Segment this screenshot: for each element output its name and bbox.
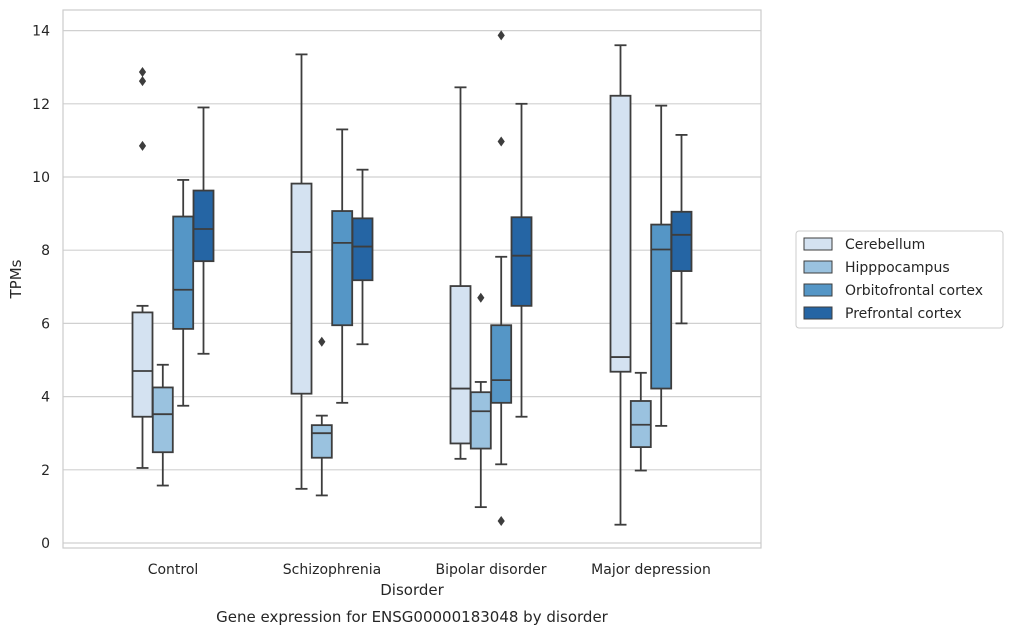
legend-label: Prefrontal cortex: [845, 306, 962, 322]
x-tick-labels: Control Schizophrenia Bipolar disorder Majo…: [148, 562, 711, 578]
x-axis-label: Disorder: [380, 581, 444, 599]
legend-label: Hipppocampus: [845, 260, 950, 276]
box-1-3: [351, 168, 374, 346]
iqr-box: [449, 285, 472, 445]
outlier-point: [138, 76, 147, 87]
legend-swatch: [803, 237, 833, 251]
y-tick-labels: 0 2 4 6 8 10 12 14: [32, 24, 50, 552]
plot-frame: [62, 9, 762, 549]
box-0-0: [131, 66, 154, 469]
iqr-box: [609, 94, 632, 373]
outlier-point: [477, 292, 485, 303]
y-tick-label: 14: [32, 24, 50, 40]
y-tick-label: 10: [32, 170, 50, 186]
x-tick-label: Control: [148, 562, 199, 578]
iqr-box: [490, 324, 513, 404]
x-tick-label: Schizophrenia: [283, 562, 381, 578]
iqr-box: [510, 216, 533, 307]
y-tick-label: 2: [41, 463, 50, 479]
iqr-box: [290, 182, 313, 395]
y-tick-label: 8: [41, 243, 50, 259]
y-tick-label: 6: [41, 316, 50, 332]
y-tick-label: 0: [41, 536, 50, 552]
legend-swatch: [803, 283, 833, 297]
box-3-0: [609, 44, 632, 526]
box-3-1: [629, 371, 652, 472]
box-2-0: [449, 86, 472, 460]
outlier-point: [497, 30, 505, 41]
box-2-2: [490, 30, 513, 527]
iqr-box: [310, 424, 333, 459]
legend-label: Orbitofrontal cortex: [845, 283, 983, 299]
iqr-box: [650, 223, 673, 390]
outlier-point: [138, 66, 147, 77]
box-0-1: [151, 363, 174, 487]
outlier-point: [497, 516, 505, 527]
iqr-box: [172, 215, 195, 330]
chart-caption: Gene expression for ENSG00000183048 by d…: [216, 608, 609, 626]
iqr-box: [670, 210, 693, 272]
legend-frame: [795, 230, 1004, 329]
y-axis-label: TPMs: [7, 259, 25, 299]
y-tick-label: 12: [32, 97, 50, 113]
legend-label: Cerebellum: [845, 237, 925, 253]
box-1-0: [290, 53, 313, 490]
legend: Cerebellum Hipppocampus Orbitofrontal cort…: [795, 230, 1004, 329]
y-tick-label: 4: [41, 390, 50, 406]
box-1-2: [331, 128, 354, 404]
x-tick-label: Bipolar disorder: [435, 562, 546, 578]
iqr-box: [131, 311, 154, 418]
iqr-box: [331, 210, 354, 327]
legend-swatch: [803, 260, 833, 274]
box-3-2: [650, 104, 673, 427]
box-2-1: [469, 292, 492, 509]
legend-swatch: [803, 306, 833, 320]
iqr-box: [351, 217, 374, 282]
iqr-box: [192, 189, 215, 263]
outlier-point: [138, 140, 147, 151]
boxes: [131, 30, 693, 527]
box-3-3: [670, 134, 693, 325]
iqr-box: [469, 391, 492, 450]
box-0-3: [192, 106, 215, 355]
box-1-1: [310, 336, 333, 497]
outlier-point: [497, 136, 505, 147]
iqr-box: [151, 386, 174, 454]
outlier-point: [318, 336, 326, 347]
box-2-3: [510, 102, 533, 418]
box-0-2: [172, 179, 195, 407]
x-tick-label: Major depression: [591, 562, 711, 578]
